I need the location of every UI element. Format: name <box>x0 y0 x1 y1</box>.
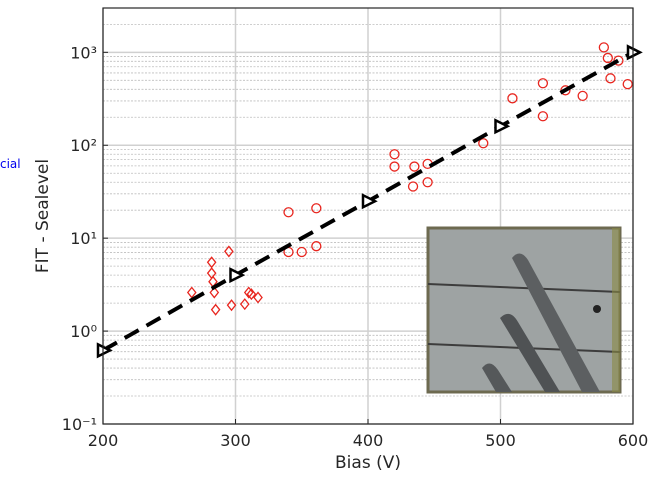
diamond-point <box>226 299 237 312</box>
diamond-point <box>224 245 234 258</box>
y-axis-label: FIT - Sealevel <box>33 159 53 273</box>
circle-point <box>605 73 616 84</box>
y-tick-label: 10³ <box>70 43 97 62</box>
x-tick-label: 500 <box>485 431 516 450</box>
circle-point <box>622 78 633 90</box>
circle-point <box>296 246 307 258</box>
diamond-point <box>243 286 254 299</box>
diamond-point <box>209 286 220 299</box>
diamond-point <box>186 286 197 299</box>
circle-point <box>478 138 489 149</box>
circle-point <box>613 55 624 66</box>
circle-point <box>311 241 322 252</box>
circle-point <box>537 111 549 122</box>
x-tick-label: 400 <box>353 431 384 450</box>
x-axis-label: Bias (V) <box>335 453 401 473</box>
x-tick-label: 300 <box>220 431 251 450</box>
y-tick-label: 10¹ <box>70 229 97 248</box>
circle-point <box>409 161 420 172</box>
triangle-point <box>494 118 511 135</box>
y-tick-label: 10⁰ <box>70 322 97 341</box>
circle-point <box>407 181 419 192</box>
inset-photo <box>426 226 622 394</box>
circle-point <box>577 90 588 102</box>
diamond-point <box>210 303 221 316</box>
triangle-point <box>626 44 643 61</box>
triangle-point <box>361 193 378 210</box>
diamond-point <box>246 288 257 301</box>
circle-point <box>283 207 294 218</box>
x-tick-label: 600 <box>618 431 649 450</box>
circle-point <box>537 78 549 89</box>
circle-point <box>311 203 322 214</box>
circle-point <box>507 93 518 104</box>
y-tick-label: 10⁻¹ <box>62 415 97 434</box>
diamond-point <box>239 298 250 311</box>
circle-point <box>602 52 613 64</box>
triangle-point <box>229 267 246 284</box>
y-tick-label: 10² <box>70 136 97 155</box>
triangle-point <box>96 342 113 359</box>
circle-point <box>389 149 400 160</box>
side-label: cial <box>0 157 21 171</box>
circle-point <box>422 177 433 188</box>
circle-point <box>598 42 609 53</box>
diamond-point <box>253 291 263 304</box>
x-tick-label: 200 <box>88 431 119 450</box>
circle-point <box>389 161 400 172</box>
